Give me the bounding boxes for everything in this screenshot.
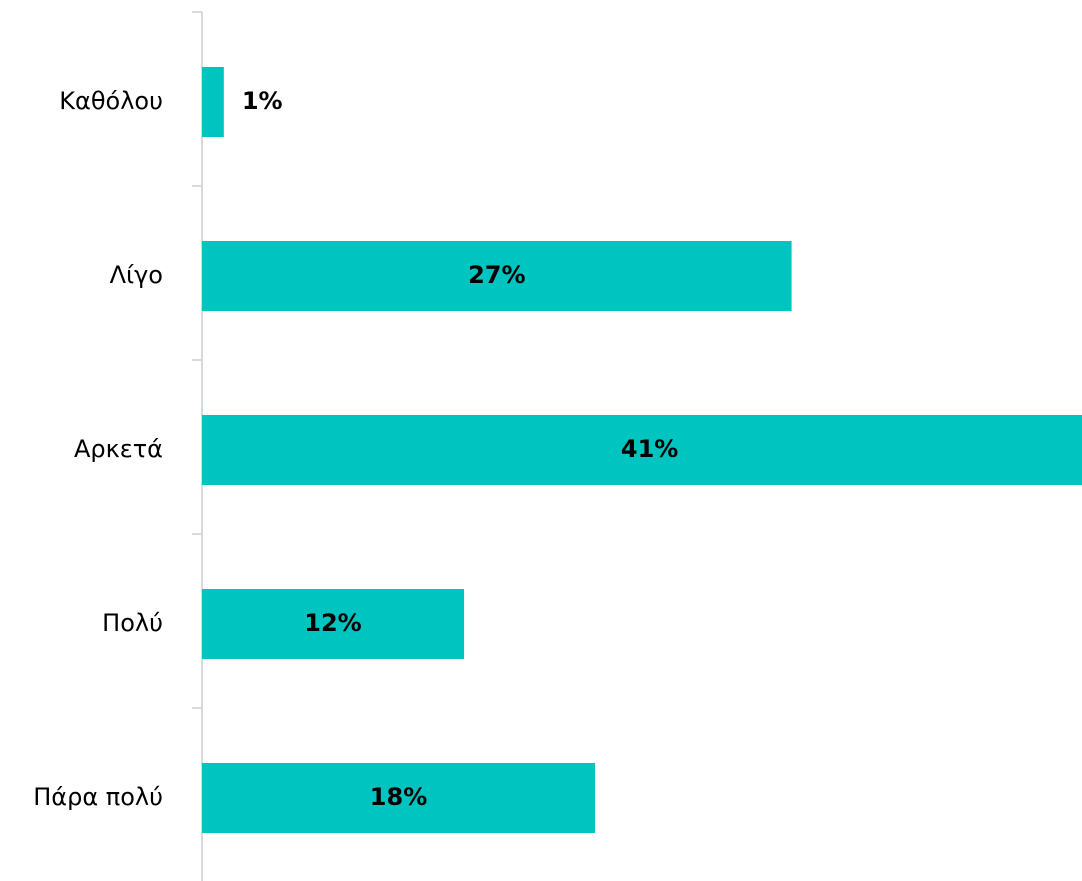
bar [202, 589, 465, 659]
category-label: Αρκετά [74, 435, 163, 463]
category-label: Πολύ [102, 609, 163, 637]
value-label: 1% [242, 87, 283, 115]
category-label: Λίγο [110, 261, 163, 289]
value-label: 18% [370, 783, 427, 811]
category-label: Καθόλου [59, 87, 163, 115]
bar [202, 241, 792, 311]
value-label: 27% [468, 261, 525, 289]
bar [202, 763, 596, 833]
value-label: 12% [304, 609, 361, 637]
bar [202, 415, 1082, 485]
category-label: Πάρα πολύ [33, 783, 163, 811]
bar [202, 67, 224, 137]
value-label: 41% [621, 435, 678, 463]
